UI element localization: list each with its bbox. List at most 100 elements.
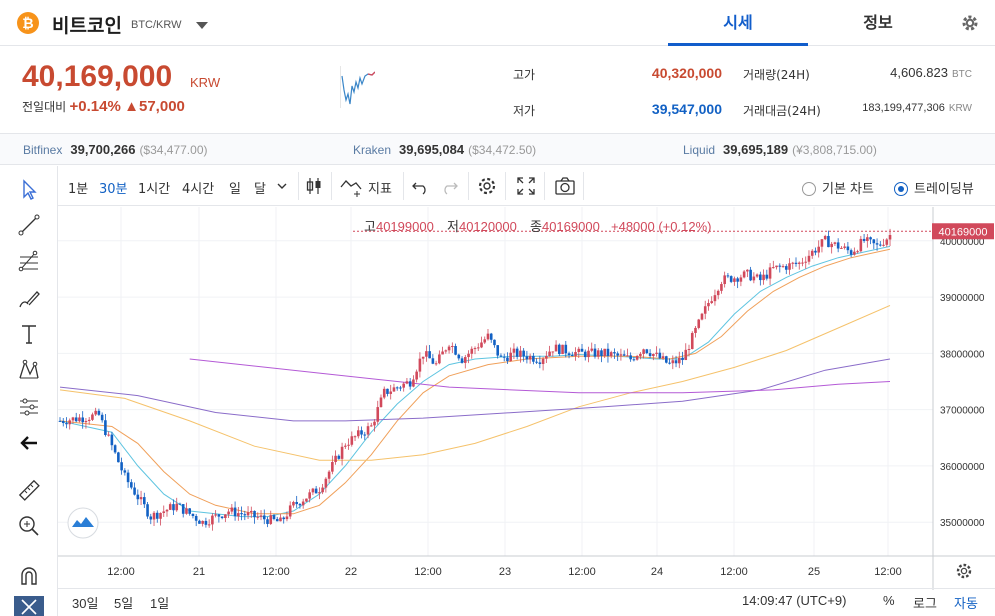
bottom-bar: 30일 5일 1일 14:09:47 (UTC+9) % 로그 자동 [58, 588, 995, 616]
candle-body [658, 352, 662, 359]
cursor-icon[interactable] [17, 178, 41, 202]
candle-body [282, 517, 286, 520]
coin-pair[interactable]: BTC/KRW [131, 19, 182, 31]
zoom-in-icon[interactable] [17, 514, 41, 538]
candle-body [499, 355, 503, 357]
chart-canvas[interactable]: 40000000 39000000 38000000 37000000 36000000… [58, 207, 995, 590]
magnet-icon[interactable] [17, 564, 41, 588]
trend-line-icon[interactable] [17, 213, 41, 237]
candle-body [814, 250, 817, 253]
range-1d[interactable]: 1일 [150, 596, 170, 611]
candle-body [415, 371, 418, 380]
mini-sparkline [340, 66, 375, 108]
candle-body [833, 242, 837, 244]
candle-body [340, 446, 344, 459]
candle-body [600, 350, 603, 356]
candle-body [784, 266, 788, 270]
arrow-left-icon[interactable] [17, 431, 41, 455]
clock: 14:09:47 (UTC+9) [742, 593, 847, 608]
candle-body [353, 436, 357, 438]
candle-body [872, 239, 876, 244]
candle-body [91, 414, 94, 420]
lock-icon[interactable] [14, 596, 44, 616]
range-5d[interactable]: 5일 [114, 596, 134, 611]
interval-30m[interactable]: 30분 [99, 182, 128, 197]
gear-icon[interactable] [960, 13, 980, 33]
candle-body [489, 333, 493, 340]
log-toggle[interactable]: 로그 [913, 596, 937, 611]
candle-body [460, 358, 464, 363]
divider [544, 172, 545, 200]
time-axis: 12:00 21 12:00 22 12:00 23 12:00 24 12:00 25 12:00 [107, 566, 902, 578]
candle-body [551, 351, 555, 353]
candle-body [285, 516, 289, 520]
fullscreen-icon[interactable] [515, 175, 537, 197]
price-chart[interactable]: 40000000 39000000 38000000 37000000 36000000… [58, 207, 995, 590]
settings-icon[interactable] [476, 175, 498, 197]
percent-toggle[interactable]: % [883, 593, 895, 608]
candle-body [538, 362, 542, 365]
tab-quote[interactable]: 시세 [668, 0, 808, 46]
series-line-ma-fast [59, 245, 891, 518]
coin-name[interactable]: 비트코인 [52, 15, 122, 37]
interval-day[interactable]: 일 [229, 182, 241, 197]
exchange-bitfinex: Bitfinex 39,700,266 ($34,477.00) [23, 142, 208, 157]
candle-body [337, 455, 341, 459]
indicator-icon[interactable] [340, 175, 362, 197]
y-tick-label: 40000000 [940, 237, 985, 248]
auto-toggle[interactable]: 자동 [954, 596, 978, 611]
interval-1h[interactable]: 1시간 [138, 182, 171, 197]
candle-body [665, 356, 668, 363]
candle-type-icon[interactable] [303, 175, 325, 197]
candle-body [622, 354, 626, 356]
candle-body [194, 516, 198, 521]
chevron-down-icon[interactable] [196, 22, 208, 29]
interval-4h[interactable]: 4시간 [182, 182, 215, 197]
candle-body [65, 423, 68, 425]
chevron-down-icon[interactable] [276, 180, 288, 192]
y-tick-label: 38000000 [940, 349, 985, 360]
candle-body [726, 275, 730, 277]
tab-info[interactable]: 정보 [863, 13, 893, 32]
redo-icon[interactable] [438, 175, 460, 197]
indicator-label[interactable]: 지표 [368, 182, 392, 197]
interval-month[interactable]: 달 [254, 182, 266, 197]
x-tick-label: 12:00 [874, 566, 902, 578]
range-30d[interactable]: 30일 [72, 596, 99, 611]
candle-body [733, 278, 736, 282]
interval-1m[interactable]: 1분 [68, 182, 89, 197]
candle-body [324, 478, 328, 488]
candle-body [652, 353, 655, 357]
pattern-icon[interactable] [17, 358, 41, 382]
fib-icon[interactable] [17, 249, 41, 273]
candle-body [866, 237, 869, 242]
candle-body [233, 507, 237, 517]
divider [403, 172, 404, 200]
brush-icon[interactable] [17, 287, 41, 311]
candle-body [405, 381, 409, 384]
exchange-kraken: Kraken 39,695,084 ($34,472.50) [353, 142, 537, 157]
candle-body [801, 262, 804, 264]
y-tick-label: 39000000 [940, 293, 985, 304]
candle-body [788, 263, 791, 270]
candle-body [146, 504, 149, 517]
candle-body [545, 355, 548, 359]
candle-body [869, 237, 872, 240]
camera-icon[interactable] [554, 175, 576, 197]
x-tick-label: 25 [808, 566, 820, 578]
candle-body [470, 348, 474, 354]
measure-icon[interactable] [17, 395, 41, 419]
radio-tradingview[interactable]: 트레이딩뷰 [894, 178, 974, 197]
radio-basic-chart[interactable]: 기본 차트 [802, 178, 874, 197]
text-icon[interactable] [17, 322, 41, 346]
candle-body [155, 512, 159, 519]
change-abs: ▲57,000 [124, 98, 185, 115]
candle-body [360, 430, 363, 435]
ruler-icon[interactable] [17, 478, 41, 502]
candle-body [836, 242, 840, 249]
candle-body [318, 492, 321, 494]
candle-body [674, 360, 678, 364]
candle-body [444, 350, 448, 352]
candle-body [104, 420, 107, 436]
undo-icon[interactable] [410, 175, 432, 197]
